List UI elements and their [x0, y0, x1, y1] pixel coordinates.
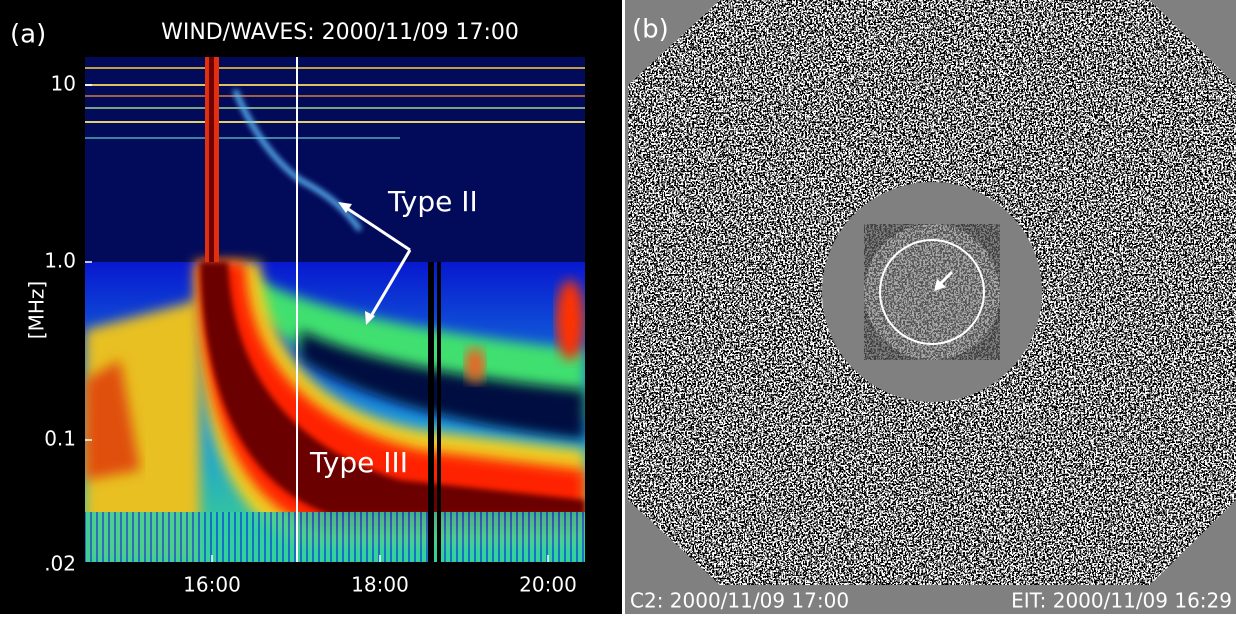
dark-band [300, 330, 585, 440]
ticks [85, 84, 549, 562]
y-axis-label: [MHz] [25, 281, 49, 339]
data-gap [437, 262, 441, 562]
type-ii-trace [232, 89, 363, 232]
panel-label: (a) [10, 20, 46, 50]
eit-noise [864, 224, 1000, 360]
eit-arrow [934, 270, 954, 291]
left-emission-core [85, 360, 140, 480]
panel-title: WIND/WAVES: 2000/11/09 17:00 [161, 20, 519, 45]
arrows [338, 202, 412, 325]
spectrogram [85, 57, 585, 562]
data-gap [428, 262, 434, 562]
bottom-band [85, 512, 585, 562]
annotation: Type II [387, 185, 478, 218]
y-tick-label: 10 [51, 72, 76, 96]
noise [85, 57, 585, 262]
x-tick-label: 20:00 [519, 573, 577, 597]
caption: EIT: 2000/11/09 16:29 [1011, 589, 1232, 613]
y-tick-label: 0.1 [44, 427, 76, 451]
x-tick-label: 16:00 [183, 573, 241, 597]
solar-limb [879, 239, 985, 345]
late-burst [556, 280, 584, 360]
annotation: Type III [309, 446, 408, 479]
panel-label: (b) [632, 15, 669, 45]
y-tick-label: .02 [44, 552, 76, 576]
x-tick-label: 18:00 [351, 573, 409, 597]
burst [465, 347, 485, 383]
caption: C2: 2000/11/09 17:00 [630, 589, 849, 613]
interference-lines [85, 67, 585, 139]
y-tick-label: 1.0 [44, 249, 76, 273]
burst-column-core [209, 57, 214, 262]
